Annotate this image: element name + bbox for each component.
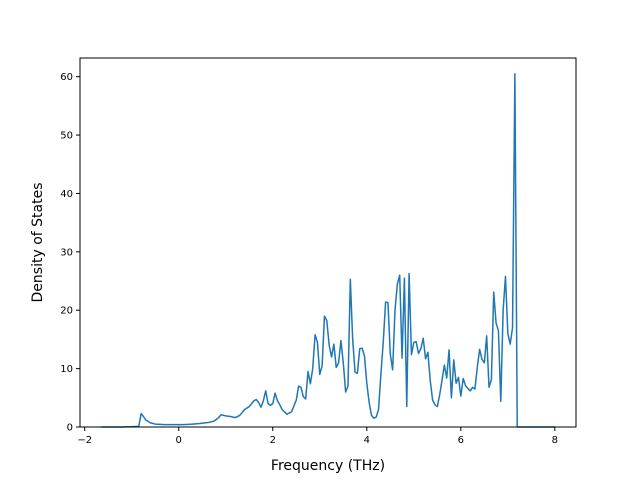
y-axis-ticks: 0 10 20 30 40 50 60	[60, 72, 80, 434]
dos-series-line-0	[101, 73, 555, 428]
x-tick-label: 6	[458, 435, 464, 446]
y-tick-label: 60	[60, 72, 73, 83]
x-tick-label: 4	[364, 435, 370, 446]
x-tick-label: 8	[552, 435, 558, 446]
y-tick-label: 30	[60, 247, 73, 258]
y-tick-label: 0	[67, 423, 73, 434]
x-tick-label: 0	[176, 435, 182, 446]
x-axis-ticks: −2 0 2 4 6 8	[77, 427, 558, 446]
y-tick-label: 50	[60, 131, 73, 142]
axes-frame	[79, 57, 577, 428]
y-tick-label: 20	[60, 306, 73, 317]
x-tick-label: 2	[270, 435, 276, 446]
y-tick-label: 10	[60, 364, 73, 375]
y-axis-label: Density of States	[30, 183, 46, 303]
x-tick-label: −2	[77, 435, 92, 446]
x-axis-label: Frequency (THz)	[271, 458, 385, 474]
y-tick-label: 40	[60, 189, 73, 200]
plot-area	[101, 73, 555, 428]
